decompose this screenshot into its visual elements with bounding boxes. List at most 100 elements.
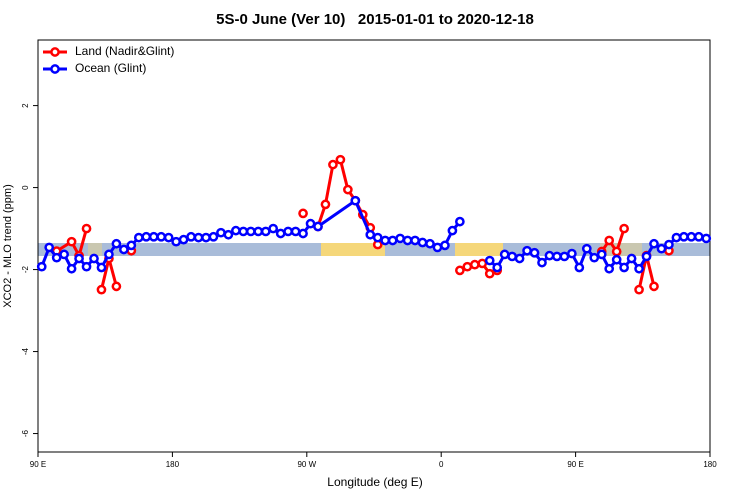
legend-marker: [50, 47, 60, 57]
point: [44, 242, 55, 253]
point: [462, 261, 473, 272]
x-tick-label: 90 E: [567, 460, 583, 469]
x-tick-label: 0: [439, 460, 444, 469]
point: [305, 218, 316, 229]
point: [372, 232, 383, 243]
surface-band: [38, 243, 710, 256]
legend-marker: [50, 64, 60, 74]
x-axis-label: Longitude (deg E): [327, 475, 422, 489]
point: [455, 265, 465, 276]
y-tick-label: -2: [21, 265, 30, 273]
point: [544, 250, 555, 261]
point: [59, 249, 69, 260]
point: [664, 239, 674, 250]
land-band: [321, 243, 385, 256]
point: [365, 229, 376, 240]
point: [89, 253, 99, 264]
point: [96, 284, 107, 295]
point: [350, 195, 361, 206]
point: [611, 246, 622, 257]
point: [507, 251, 517, 262]
point: [186, 231, 196, 242]
plot-frame: [37, 39, 711, 453]
land-band: [88, 243, 102, 256]
point: [111, 238, 122, 249]
point: [387, 235, 398, 246]
point: [395, 233, 405, 244]
point: [492, 262, 503, 273]
point: [469, 259, 480, 270]
point: [238, 226, 249, 237]
point: [245, 226, 256, 237]
point: [589, 252, 600, 263]
legend-label: Ocean (Glint): [75, 61, 146, 75]
land-band: [455, 243, 503, 256]
point: [537, 257, 547, 268]
point: [298, 228, 308, 239]
point: [119, 244, 129, 255]
point: [275, 228, 286, 239]
point: [552, 251, 562, 262]
point: [163, 232, 174, 243]
point: [567, 248, 577, 259]
point: [201, 232, 211, 243]
point: [223, 229, 234, 240]
point: [320, 199, 331, 210]
point: [440, 240, 450, 251]
point: [477, 258, 488, 269]
point: [81, 261, 92, 272]
point: [148, 231, 159, 242]
point: [634, 284, 644, 295]
point: [380, 235, 391, 246]
point: [402, 235, 413, 246]
y-tick-label: -4: [21, 347, 30, 355]
point: [216, 227, 226, 238]
y-axis-label: XCO2 - MLO trend (ppm): [2, 184, 14, 307]
point: [104, 249, 114, 260]
point: [335, 154, 346, 165]
point: [298, 208, 308, 219]
y-tick-label: 2: [21, 103, 30, 108]
point: [619, 223, 629, 234]
point: [111, 281, 122, 292]
point: [81, 223, 92, 234]
point: [455, 216, 465, 227]
point: [529, 247, 540, 258]
chart-title: 5S-0 June (Ver 10) 2015-01-01 to 2020-12…: [216, 11, 534, 28]
x-tick-label: 90 W: [297, 460, 316, 469]
y-tick-label: -6: [21, 429, 30, 437]
point: [51, 252, 62, 263]
point: [208, 231, 219, 242]
point: [514, 253, 525, 264]
x-tick-label: 90 E: [30, 460, 46, 469]
legend-label: Land (Nadir&Glint): [75, 44, 174, 58]
point: [253, 226, 264, 237]
point: [656, 243, 667, 254]
point: [499, 249, 510, 260]
point: [410, 235, 420, 246]
point: [290, 226, 301, 237]
point: [171, 236, 181, 247]
point: [693, 231, 704, 242]
point: [447, 225, 458, 236]
point: [649, 238, 659, 249]
point: [283, 226, 293, 237]
point: [141, 231, 152, 242]
point: [36, 261, 47, 272]
point: [66, 263, 77, 274]
point: [604, 263, 615, 274]
point: [611, 254, 622, 265]
point: [686, 231, 697, 242]
point: [133, 232, 144, 243]
point: [604, 235, 615, 246]
x-tick-label: 180: [166, 460, 180, 469]
point: [328, 159, 338, 170]
point: [343, 184, 353, 195]
x-tick-label: 180: [703, 460, 717, 469]
point: [74, 253, 84, 264]
point: [425, 238, 435, 249]
point: [178, 234, 189, 245]
point: [522, 245, 532, 256]
point: [193, 232, 204, 243]
